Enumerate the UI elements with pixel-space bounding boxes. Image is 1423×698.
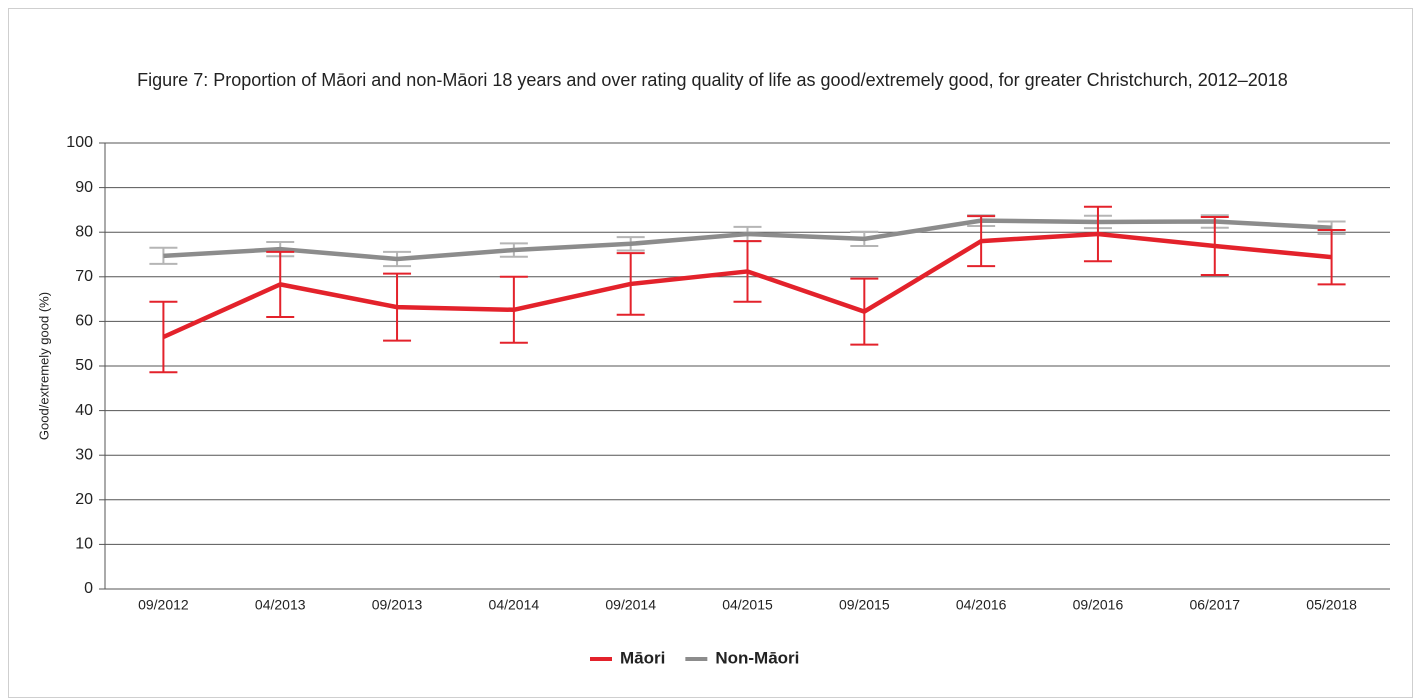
error-bar	[1317, 228, 1346, 286]
y-tick-label: 30	[75, 446, 93, 463]
y-tick-label: 100	[66, 134, 93, 151]
y-axis-label: Good/extremely good (%)	[36, 292, 51, 440]
series-line	[162, 231, 1332, 340]
x-tick-label: 04/2013	[255, 597, 306, 613]
x-tick-label: 09/2016	[1073, 597, 1124, 613]
y-tick-label: 20	[75, 491, 93, 508]
y-tick-label: 40	[75, 402, 93, 419]
x-tick-label: 09/2012	[138, 597, 189, 613]
x-tick-label: 04/2014	[489, 597, 540, 613]
legend-label: Non-Māori	[715, 648, 799, 667]
x-tick-label: 09/2014	[605, 597, 656, 613]
x-tick-label: 09/2015	[839, 597, 890, 613]
x-tick-label: 04/2015	[722, 597, 773, 613]
y-tick-label: 60	[75, 313, 93, 330]
x-tick-label: 04/2016	[956, 597, 1007, 613]
chart-title: Figure 7: Proportion of Māori and non-Mā…	[137, 70, 1288, 90]
y-tick-label: 70	[75, 268, 93, 285]
y-tick-label: 50	[75, 357, 93, 374]
x-tick-label: 09/2013	[372, 597, 423, 613]
y-tick-label: 0	[84, 580, 93, 597]
x-tick-label: 05/2018	[1306, 597, 1357, 613]
legend-label: Māori	[620, 648, 665, 667]
y-tick-label: 10	[75, 536, 93, 553]
series-line	[163, 218, 1332, 262]
y-tick-label: 90	[75, 179, 93, 196]
x-tick-label: 06/2017	[1189, 597, 1240, 613]
y-tick-label: 80	[75, 223, 93, 240]
